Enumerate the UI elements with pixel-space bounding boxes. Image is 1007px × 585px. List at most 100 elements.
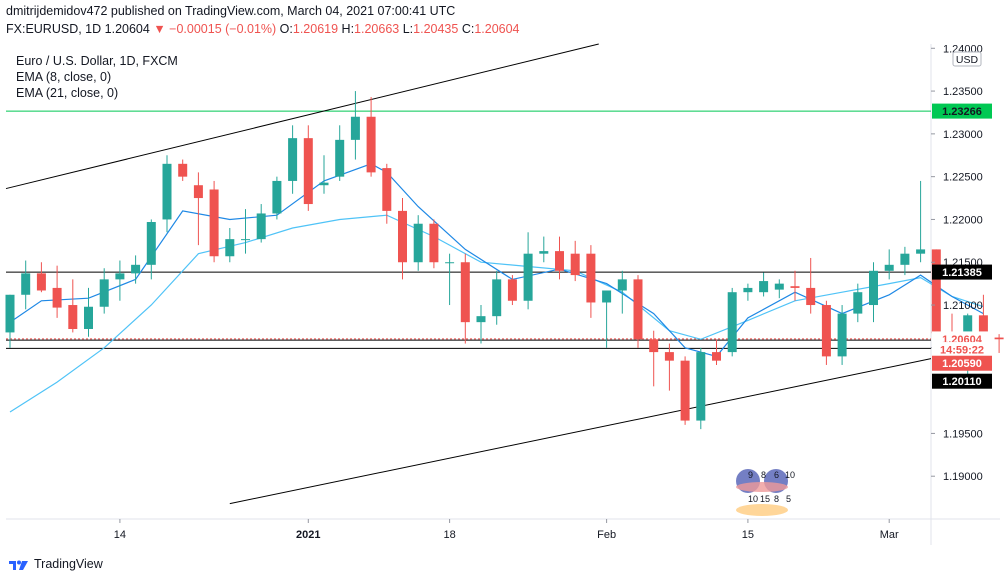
trendline[interactable] [5, 43, 599, 190]
candle[interactable] [900, 246, 910, 276]
candle[interactable] [52, 265, 62, 318]
candle[interactable] [335, 125, 345, 181]
candle[interactable] [555, 236, 564, 280]
candle[interactable] [570, 240, 580, 282]
candle[interactable] [633, 275, 643, 348]
candle[interactable] [539, 236, 549, 263]
trendline[interactable] [229, 358, 932, 505]
candle[interactable] [821, 300, 831, 365]
tradingview-logo-text: TradingView [34, 557, 103, 571]
price-tag-current[interactable]: 14:59:22 [932, 342, 992, 358]
price-change: ▼ −0.00015 (−0.01%) [153, 22, 277, 36]
candle[interactable] [366, 97, 376, 177]
candle-body [884, 264, 894, 271]
candle[interactable] [884, 249, 894, 280]
x-axis-tick-label: 14 [114, 529, 126, 541]
candle[interactable] [476, 305, 486, 344]
candle-body [664, 352, 674, 361]
candle[interactable] [460, 253, 470, 344]
candle[interactable] [853, 283, 863, 323]
candle[interactable] [617, 270, 627, 314]
candle[interactable] [507, 275, 517, 306]
candle[interactable] [225, 228, 235, 263]
candle[interactable] [21, 260, 31, 310]
candle-body [774, 283, 784, 290]
candle[interactable] [319, 155, 329, 194]
candle[interactable] [774, 279, 784, 299]
candle[interactable] [115, 260, 125, 301]
candle[interactable] [350, 91, 360, 160]
candle[interactable] [759, 272, 769, 297]
high-value: 1.20663 [354, 22, 400, 36]
candle[interactable] [869, 262, 878, 323]
candle[interactable] [178, 159, 188, 181]
level-tag-box [932, 264, 992, 280]
price-tag-red[interactable]: 1.20590 [932, 355, 992, 371]
price-tag-red-box [932, 355, 992, 371]
watermark-num: 10 [785, 470, 795, 480]
candle[interactable] [241, 209, 250, 254]
candle[interactable] [5, 294, 15, 348]
candle[interactable] [193, 172, 203, 246]
candle-body [162, 163, 172, 220]
candle[interactable] [445, 253, 455, 306]
candle[interactable] [272, 176, 282, 220]
candle[interactable] [916, 180, 926, 263]
legend-ema21[interactable]: EMA (21, close, 0) [16, 86, 119, 100]
candle[interactable] [931, 249, 941, 340]
level-tag[interactable]: 1.21385 [932, 264, 992, 280]
price-tag-black-text: 1.20110 [942, 376, 981, 388]
close-label: C: [461, 22, 475, 36]
watermark-num: 5 [786, 494, 791, 504]
candle[interactable] [806, 257, 816, 314]
candle[interactable] [398, 198, 407, 280]
candle[interactable] [680, 356, 690, 425]
candle[interactable] [696, 347, 706, 430]
candle[interactable] [99, 268, 109, 314]
candle[interactable] [256, 204, 266, 243]
candle-body [492, 279, 502, 317]
candle[interactable] [429, 219, 439, 269]
candle[interactable] [586, 245, 596, 318]
candle[interactable] [209, 180, 219, 263]
legend-ema8[interactable]: EMA (8, close, 0) [16, 70, 112, 84]
price-tag-current-box [932, 342, 992, 358]
candle[interactable] [664, 343, 674, 391]
level-tag-green[interactable]: 1.23266 [932, 103, 992, 119]
watermark-stripe-top [736, 482, 788, 492]
level-tag-green-box [932, 103, 992, 119]
candle-body [21, 273, 31, 295]
candle[interactable] [790, 270, 800, 301]
price-tag-black[interactable]: 1.20110 [932, 373, 992, 389]
candle[interactable] [727, 287, 737, 357]
candle[interactable] [743, 283, 753, 301]
candle[interactable] [382, 163, 392, 224]
candle[interactable] [994, 334, 1004, 353]
candle[interactable] [303, 125, 313, 211]
candle[interactable] [413, 215, 423, 271]
candle[interactable] [68, 279, 78, 333]
candle[interactable] [84, 287, 93, 337]
candle[interactable] [131, 255, 141, 284]
candle[interactable] [162, 155, 172, 233]
candle-body [366, 116, 376, 173]
legend-title[interactable]: Euro / U.S. Dollar, 1D, FXCM [16, 54, 178, 68]
candle[interactable] [146, 219, 156, 280]
candle-body [68, 305, 78, 329]
candle-body [382, 168, 392, 211]
candle-body [806, 287, 816, 306]
watermark-num: 15 [760, 494, 770, 504]
tradingview-logo[interactable]: TradingView [8, 557, 103, 571]
candle[interactable] [837, 305, 847, 365]
candle[interactable] [523, 232, 533, 310]
candle[interactable] [602, 290, 612, 348]
candle[interactable] [649, 330, 659, 387]
price-tag-red-text: 1.20590 [942, 358, 982, 370]
candle[interactable] [288, 125, 298, 194]
currency-badge[interactable]: USD [952, 51, 982, 67]
candle[interactable] [492, 270, 502, 325]
candle[interactable] [712, 339, 721, 365]
candle[interactable] [36, 262, 46, 293]
watermark-num: 6 [774, 470, 779, 480]
